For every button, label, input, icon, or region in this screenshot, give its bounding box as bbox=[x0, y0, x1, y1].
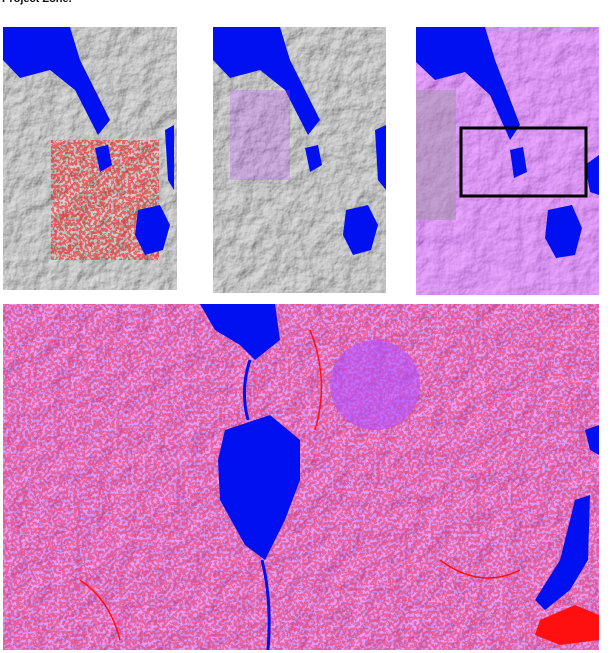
map-panel-1 bbox=[3, 27, 177, 290]
map-panel-2 bbox=[213, 27, 386, 293]
figure-title: Project Zone. bbox=[2, 0, 72, 5]
map-panel-zoom bbox=[3, 304, 599, 650]
zoom-box bbox=[459, 126, 588, 198]
map-panel-3 bbox=[416, 27, 599, 295]
